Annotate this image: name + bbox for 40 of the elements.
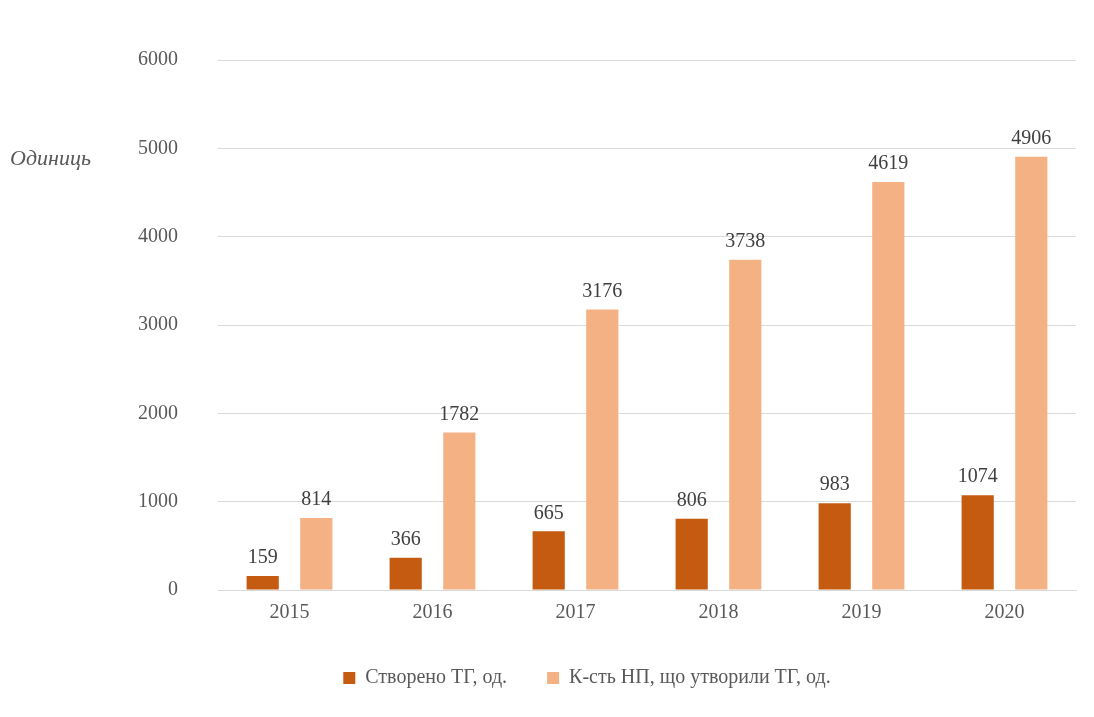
- data-label: 1074: [957, 464, 998, 487]
- bar: [872, 181, 905, 590]
- y-tick-label: 5000: [138, 135, 178, 158]
- y-tick-label: 1000: [138, 488, 178, 511]
- y-tick-label: 0: [168, 577, 178, 600]
- y-tick-label: 3000: [138, 312, 178, 335]
- data-label: 665: [533, 500, 564, 523]
- bar: [818, 503, 851, 590]
- bar: [246, 575, 279, 590]
- x-tick-label: 2017: [555, 600, 596, 623]
- y-axis-title: Одиниць: [10, 145, 91, 171]
- bar: [961, 495, 994, 590]
- bar: [300, 518, 333, 590]
- legend-label: Створено ТГ, од.: [365, 665, 508, 689]
- data-label: 3738: [725, 229, 766, 252]
- data-label: 4906: [1011, 125, 1052, 148]
- data-label: 806: [676, 488, 707, 511]
- bar: [675, 518, 708, 590]
- bar: [1015, 156, 1048, 590]
- x-tick-label: 2020: [984, 600, 1025, 623]
- y-tick-label: 4000: [138, 223, 178, 246]
- bar: [532, 531, 565, 590]
- data-label: 814: [301, 487, 332, 510]
- x-tick-label: 2018: [698, 600, 739, 623]
- x-tick-label: 2016: [412, 600, 453, 623]
- y-tick-label: 6000: [138, 47, 178, 70]
- data-label: 1782: [439, 401, 480, 424]
- x-tick-label: 2019: [841, 600, 882, 623]
- data-label: 3176: [582, 278, 623, 301]
- bar: [389, 557, 422, 590]
- data-label: 366: [390, 526, 421, 549]
- bar: [586, 309, 619, 590]
- data-label: 159: [247, 545, 278, 568]
- bar: [443, 432, 476, 590]
- legend-label: К-сть НП, що утворили ТГ, од.: [569, 665, 831, 689]
- x-tick-label: 2015: [269, 600, 310, 623]
- bar: [729, 259, 762, 590]
- data-label: 4619: [868, 151, 909, 174]
- y-tick-label: 2000: [138, 400, 178, 423]
- data-label: 983: [819, 472, 850, 495]
